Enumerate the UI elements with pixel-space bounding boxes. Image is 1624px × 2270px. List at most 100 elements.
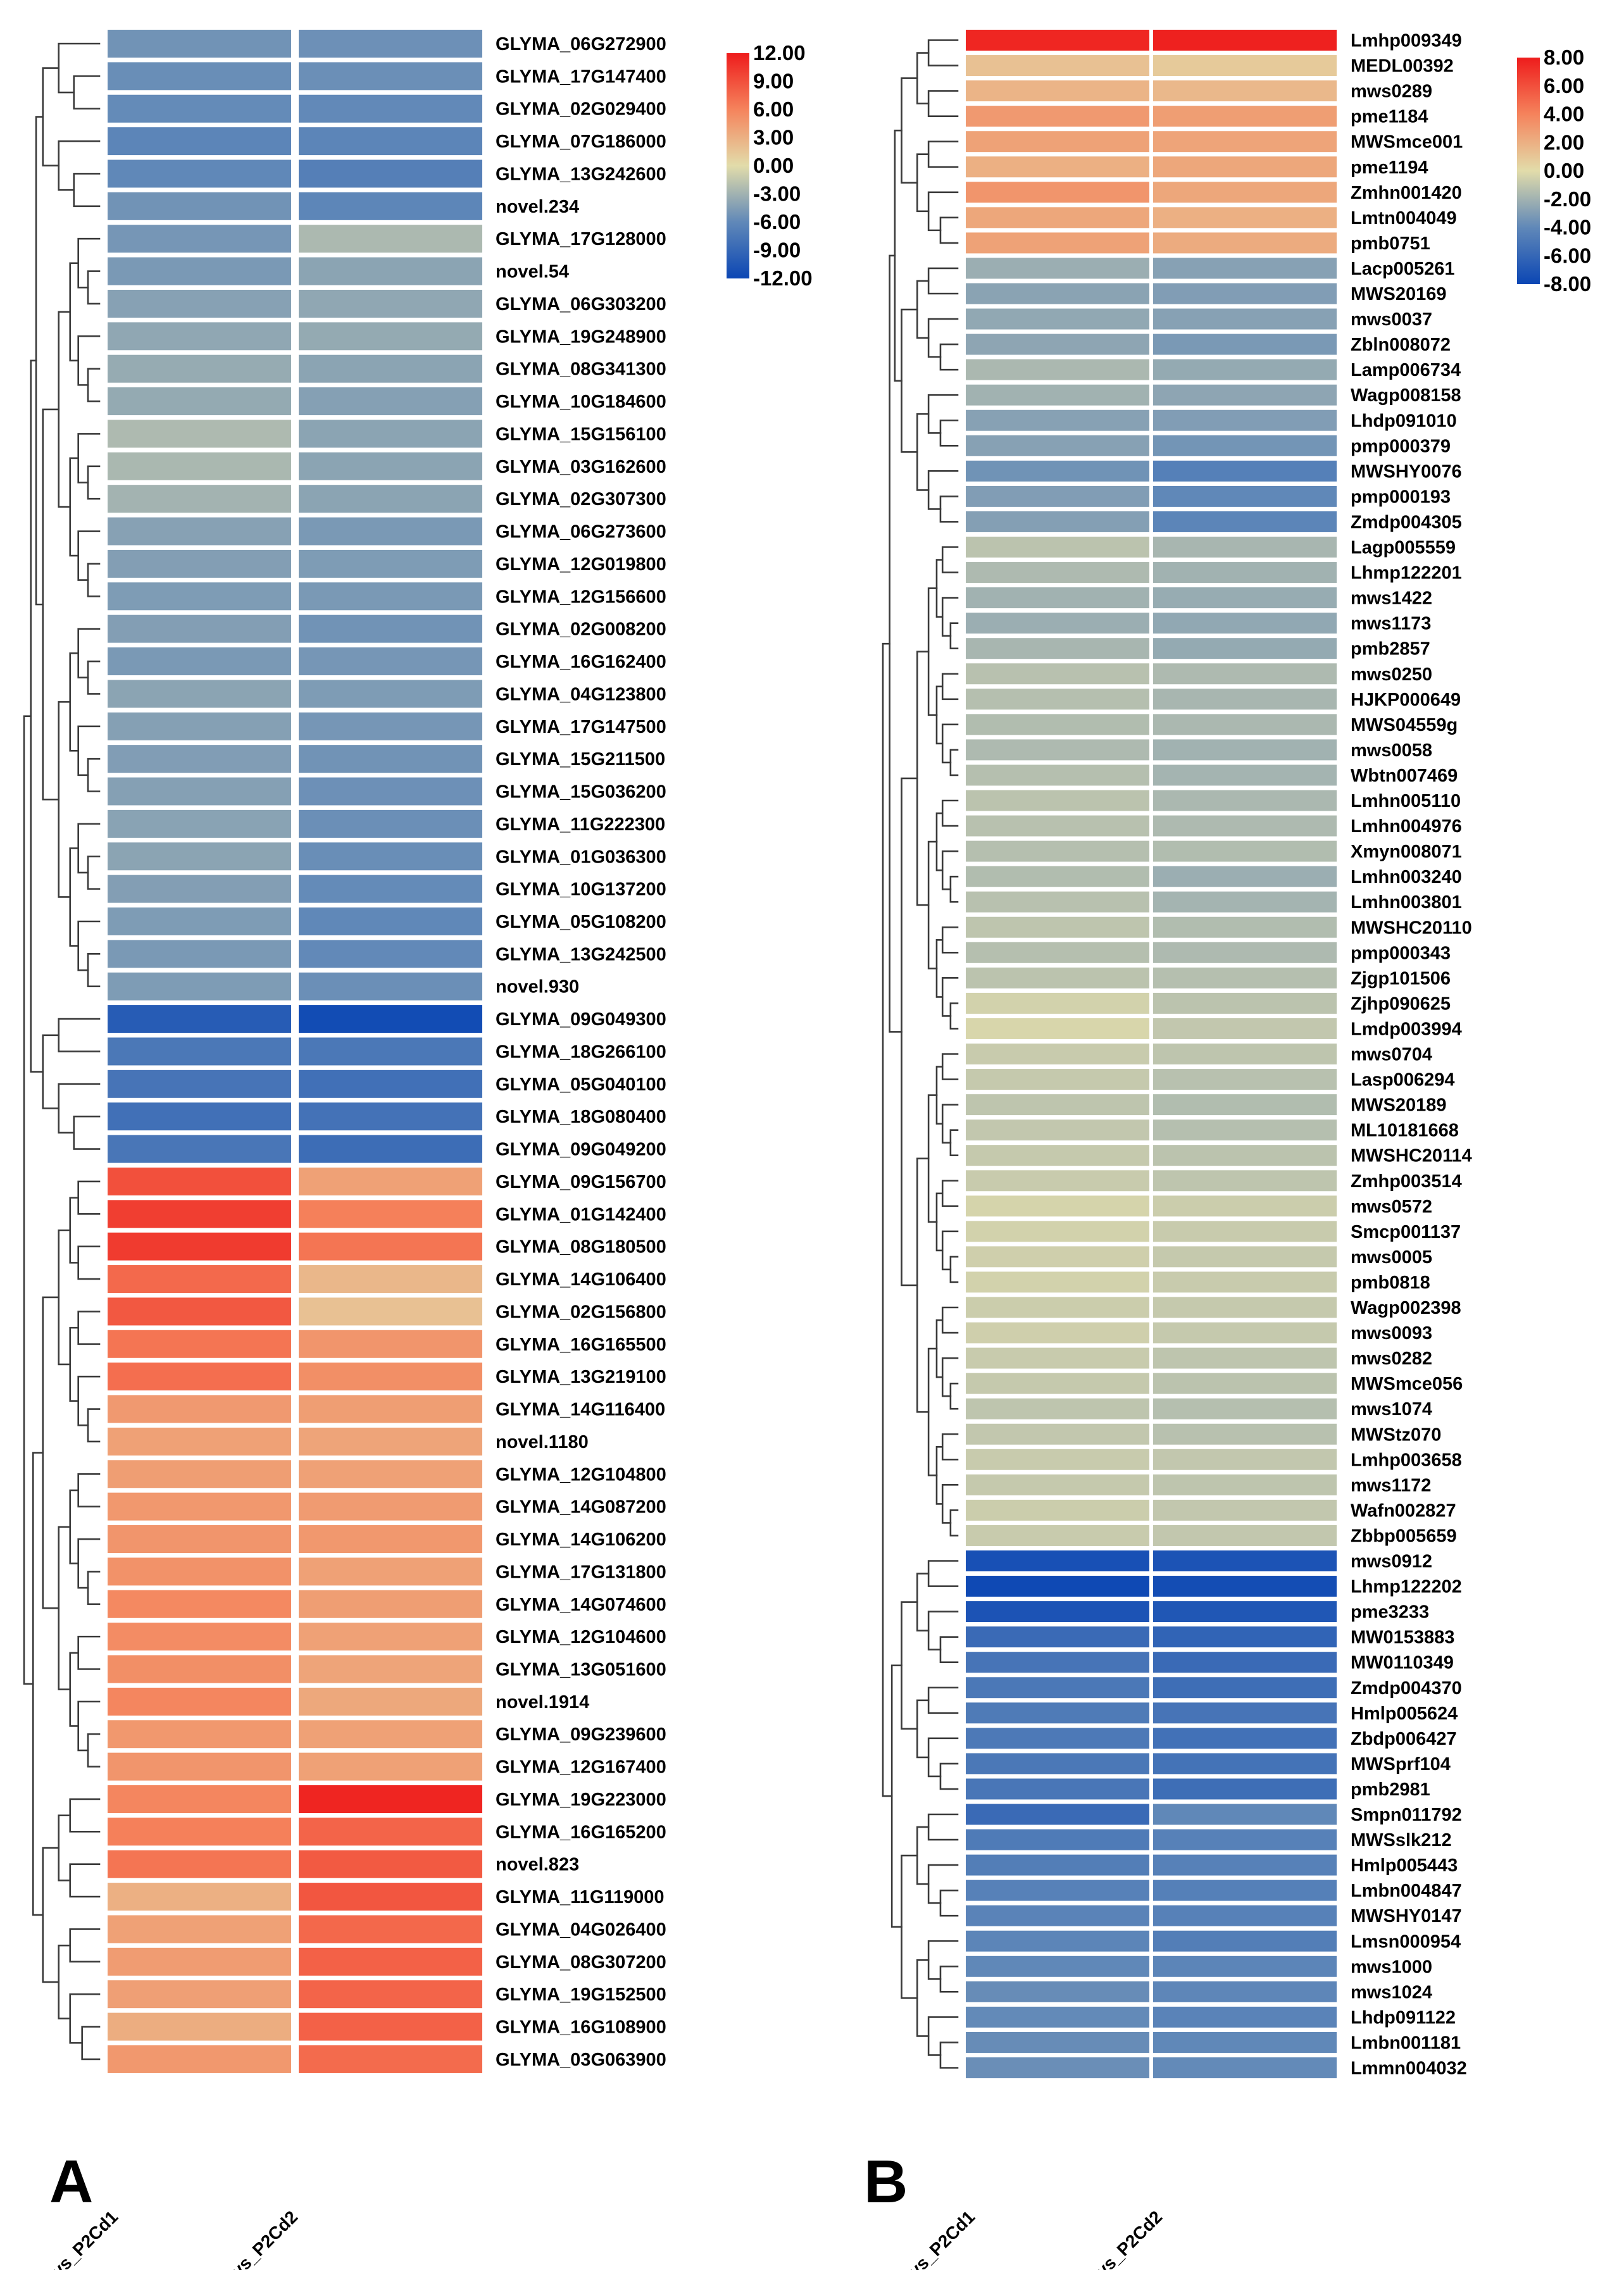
dendrogram-branch (927, 2016, 959, 2056)
row-label: GLYMA_12G156600 (496, 587, 666, 607)
heatmap-cell (299, 1200, 482, 1228)
column-label: P2Cd0_vs_P2Cd1 (859, 2207, 978, 2270)
dendrogram-branch (901, 77, 918, 184)
heatmap-cell (966, 1854, 1149, 1876)
heatmap-cell (299, 647, 482, 676)
heatmap-cell (108, 647, 291, 676)
row-label: GLYMA_14G087200 (496, 1497, 666, 1518)
heatmap-cell (299, 1135, 482, 1163)
heatmap-cell (299, 1005, 482, 1033)
heatmap-cell (1153, 2057, 1337, 2078)
dendrogram-branch (87, 758, 101, 792)
dendrogram-branch (935, 939, 944, 998)
row-label: Zmhp003514 (1351, 1171, 1462, 1192)
heatmap-cell (1153, 1069, 1337, 1090)
heatmap-cell (108, 1818, 291, 1846)
heatmap-cell (299, 354, 482, 383)
dendrogram-branch (69, 652, 79, 752)
row-label: GLYMA_03G063900 (496, 2050, 666, 2070)
row-label: GLYMA_15G156100 (496, 424, 666, 444)
dendrogram-branch (949, 875, 959, 903)
legend-tick-label: -3.00 (753, 182, 801, 206)
column-label: P2Cd0_vs_P2Cd2 (182, 2207, 301, 2270)
dendrogram-branch (927, 587, 938, 716)
dendrogram-branch (916, 413, 930, 491)
heatmap-cell (108, 940, 291, 968)
dendrogram-branch (916, 1157, 930, 1413)
heatmap-cell (1153, 891, 1337, 913)
heatmap-cell (108, 1915, 291, 1943)
heatmap-cell (299, 1850, 482, 1878)
row-label: GLYMA_12G104600 (496, 1627, 666, 1647)
dendrogram-branch (77, 530, 101, 581)
heatmap-cell (108, 1232, 291, 1261)
heatmap-cell (1153, 131, 1337, 153)
dendrogram-branch (935, 685, 944, 745)
dendrogram-branch (941, 546, 959, 573)
dendrogram-branch (927, 1940, 959, 1980)
row-label: GLYMA_07G186000 (496, 132, 666, 152)
dendrogram-branch (916, 153, 930, 213)
heatmap-cell (1153, 714, 1337, 735)
heatmap-cell (966, 1119, 1149, 1141)
column-label: P2Cd0_vs_P2Cd2 (1046, 2207, 1166, 2270)
heatmap-cell (299, 972, 482, 1001)
heatmap-cell (1153, 359, 1337, 380)
dendrogram-branch (890, 1664, 903, 1928)
heatmap-cell (1153, 764, 1337, 786)
row-label: GLYMA_06G303200 (496, 294, 666, 315)
heatmap-cell (108, 94, 291, 123)
heatmap-cell (1153, 1880, 1337, 1901)
heatmap-cell (1153, 1550, 1337, 1571)
heatmap-cell (966, 1474, 1149, 1495)
dendrogram-branch (939, 343, 959, 371)
heatmap-cell (966, 1930, 1149, 1952)
heatmap-cell (108, 322, 291, 351)
heatmap-cell (108, 1070, 291, 1098)
heatmap-cell (299, 680, 482, 708)
heatmap-cell (1153, 334, 1337, 355)
dendrogram-branch (901, 1854, 918, 1999)
row-label: pmb0751 (1351, 234, 1430, 254)
heatmap-cell (966, 1829, 1149, 1850)
row-label: Lmhp009349 (1351, 31, 1462, 51)
row-label: GLYMA_01G142400 (496, 1204, 666, 1225)
heatmap-cell (299, 322, 482, 351)
dendrogram-branch (935, 1066, 944, 1125)
row-label: GLYMA_09G049300 (496, 1009, 666, 1030)
dendrogram-branch (81, 2026, 101, 2061)
heatmap-cell (966, 2057, 1149, 2078)
heatmap-cell (966, 1626, 1149, 1648)
row-label: GLYMA_01G036300 (496, 847, 666, 867)
row-label: Hmlp005624 (1351, 1704, 1458, 1724)
heatmap-cell (108, 1590, 291, 1618)
heatmap-cell (966, 156, 1149, 178)
heatmap-cell (1153, 942, 1337, 963)
heatmap-cell (108, 875, 291, 903)
heatmap-cell (966, 334, 1149, 355)
row-label: GLYMA_16G165200 (496, 1822, 666, 1842)
heatmap-cell (1153, 1804, 1337, 1825)
dendrogram-branch (77, 1473, 101, 1507)
dendrogram-branch (73, 173, 101, 208)
heatmap-cell (299, 452, 482, 480)
color-scale-legend: 12.00 9.00 6.00 3.00 0.00 -3.00 -6.00 -9.00 -12.… (727, 41, 813, 290)
row-label: Zbln008072 (1351, 335, 1451, 355)
heatmap-cell (1153, 308, 1337, 330)
heatmap-cell (1153, 790, 1337, 811)
dendrogram-branch (58, 1018, 101, 1052)
heatmap-cell (966, 511, 1149, 532)
heatmap-cell (966, 1246, 1149, 1268)
dendrogram-branch (935, 1319, 944, 1378)
dendrogram-branch (927, 1611, 959, 1650)
row-label: Zmdp004305 (1351, 512, 1462, 532)
heatmap-cell (1153, 2006, 1337, 2028)
heatmap-cell (966, 1753, 1149, 1774)
row-label: pmb0818 (1351, 1273, 1430, 1293)
heatmap-cell (1153, 1955, 1337, 1977)
legend-tick-label: 8.00 (1544, 46, 1584, 69)
dendrogram-branch (58, 1083, 101, 1134)
heatmap-cell (108, 159, 291, 188)
heatmap-cell (966, 992, 1149, 1014)
dendrogram-branch (916, 1959, 930, 2037)
